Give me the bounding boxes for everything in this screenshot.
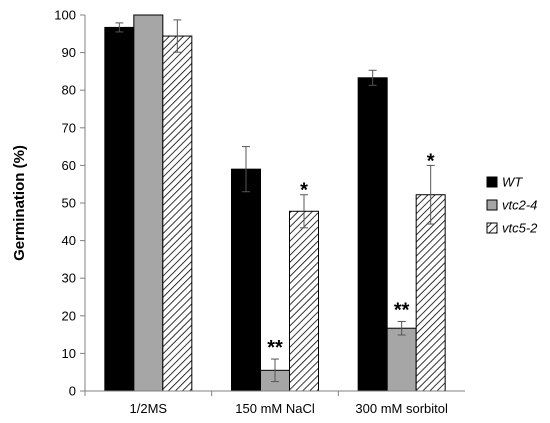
legend-swatch-vtc5-2: [486, 222, 498, 234]
bar-WT-1: [231, 168, 261, 392]
bar-WT-0: [104, 26, 135, 392]
y-tick-label: 0: [69, 384, 76, 399]
y-tick-label: 20: [62, 308, 76, 323]
bars: ******: [104, 14, 446, 392]
y-tick-label: 50: [62, 196, 76, 211]
significance-label: *: [300, 180, 308, 202]
bar-vtc5-2-1: [289, 210, 319, 392]
legend-label-vtc5-2: vtc5-2: [502, 221, 538, 236]
y-tick-label: 80: [62, 83, 76, 98]
bar-vtc2-4-0: [133, 14, 164, 392]
y-tick-label: 30: [62, 271, 76, 286]
y-tick-label: 90: [62, 45, 76, 60]
y-tick-label: 60: [62, 158, 76, 173]
significance-label: **: [394, 299, 410, 321]
y-axis-title: Germination (%): [11, 145, 28, 261]
legend: WT vtc2-4 vtc5-2: [486, 175, 538, 236]
y-tick-label: 10: [62, 346, 76, 361]
x-tick-label: 150 mM NaCl: [235, 401, 315, 416]
legend-swatch-WT: [486, 176, 498, 188]
x-tick-label: 1/2MS: [130, 401, 168, 416]
legend-swatch-vtc2-4: [486, 199, 498, 211]
legend-label-vtc2-4: vtc2-4: [502, 198, 537, 213]
y-tick-label: 70: [62, 120, 76, 135]
bar-vtc5-2-0: [162, 35, 193, 392]
significance-label: *: [427, 150, 435, 172]
bar-vtc2-4-2: [386, 327, 417, 392]
bar-vtc5-2-2: [415, 194, 446, 392]
y-tick-label: 100: [54, 8, 76, 23]
x-tick-label: 300 mM sorbitol: [355, 401, 448, 416]
axes: 0 10 20 30 40 50 60 70 80 90 100 1/2MS 150 mM NaCl 30…: [54, 8, 465, 416]
significance-label: **: [267, 337, 283, 359]
legend-label-WT: WT: [502, 175, 523, 190]
y-tick-label: 40: [62, 233, 76, 248]
bar-WT-2: [357, 77, 388, 392]
